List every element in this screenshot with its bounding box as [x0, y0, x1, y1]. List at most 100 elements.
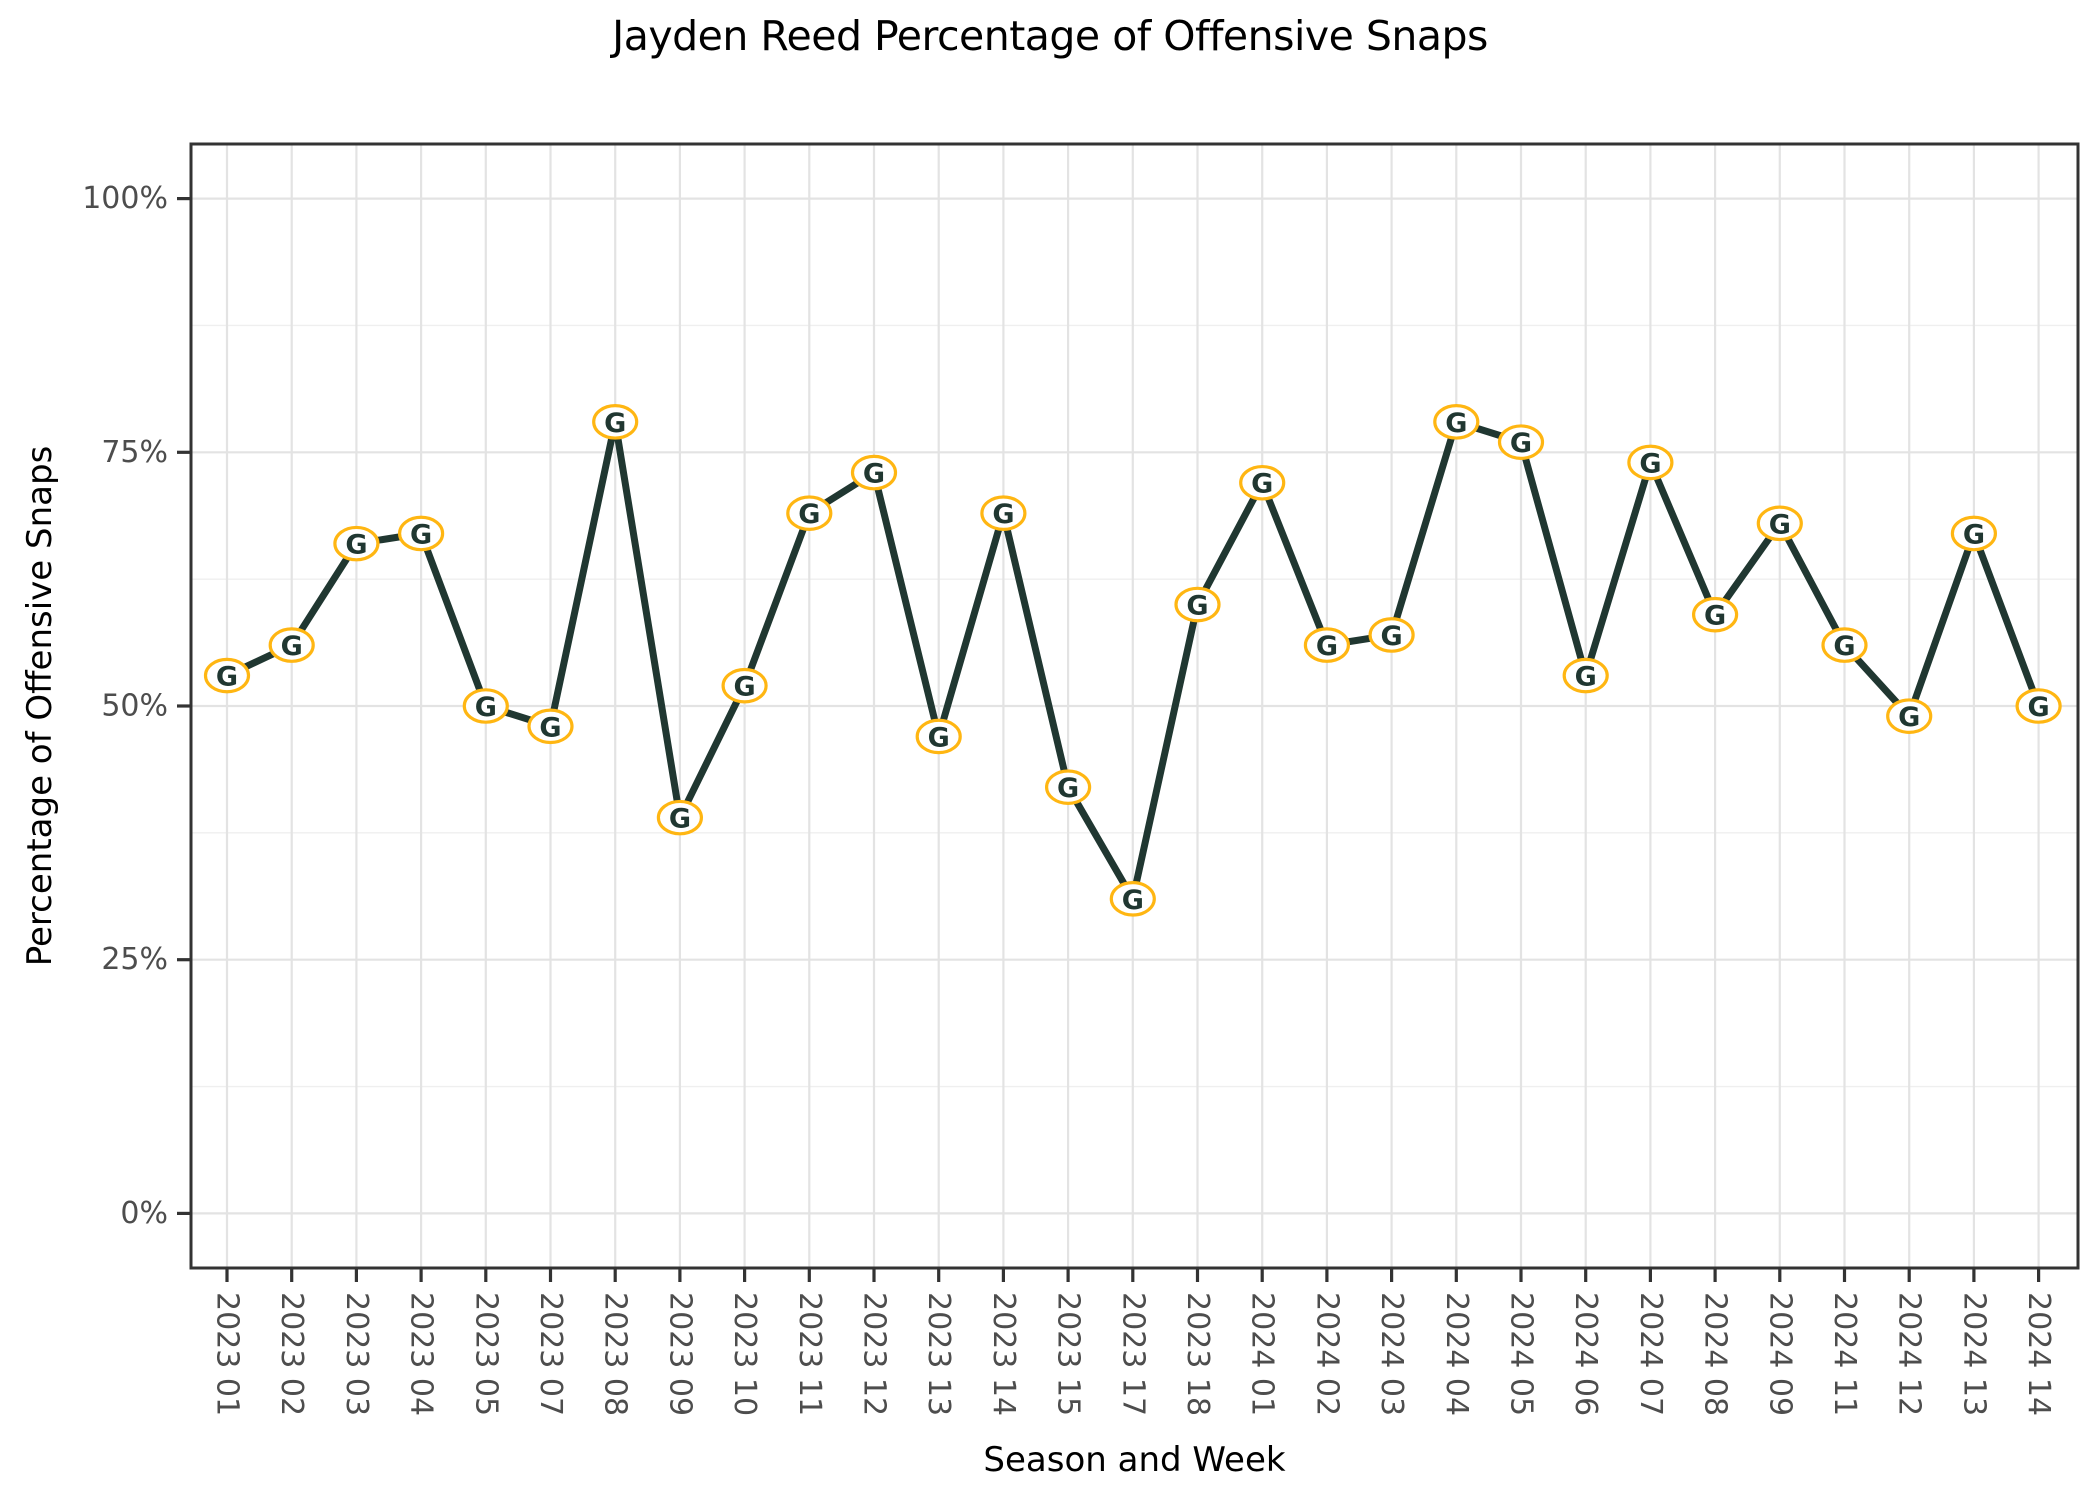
packers-logo-oval [462, 688, 509, 724]
packers-logo-oval [1239, 464, 1286, 501]
data-point-marker: G [915, 718, 962, 755]
data-point-marker: G [2015, 688, 2062, 724]
packers-logo-oval [850, 454, 898, 491]
x-tick-label: 2023 05 [468, 1292, 503, 1416]
x-tick-label: 2024 09 [1762, 1292, 1797, 1416]
packers-logo-oval [1044, 769, 1092, 805]
x-tick-label: 2024 12 [1892, 1292, 1927, 1416]
y-axis-title: Percentage of Offensive Snaps [20, 446, 60, 967]
data-point-marker: G [268, 627, 315, 663]
x-tick-label: 2023 08 [598, 1292, 633, 1416]
data-point-marker: G [203, 657, 251, 694]
packers-g-letter: G [1704, 601, 1726, 632]
packers-g-letter: G [475, 692, 497, 723]
packers-logo-oval [2015, 688, 2062, 724]
x-tick-label: 2023 12 [857, 1292, 892, 1416]
data-point-marker: G [462, 688, 509, 724]
packers-logo-oval [1627, 444, 1674, 481]
packers-logo-oval [915, 718, 962, 755]
x-tick-label: 2024 14 [2021, 1292, 2056, 1416]
packers-logo-oval [1497, 424, 1545, 460]
y-tick-label: 100% [82, 181, 168, 216]
packers-logo-oval [1756, 505, 1803, 542]
y-tick-label: 0% [120, 1196, 168, 1231]
packers-g-letter: G [1251, 469, 1273, 500]
packers-logo-oval [980, 495, 1027, 531]
packers-logo-oval [721, 667, 768, 704]
data-point-marker: G [1950, 515, 1998, 552]
data-point-marker: G [527, 708, 574, 745]
packers-logo-oval [398, 515, 445, 552]
x-tick-label: 2023 04 [404, 1292, 439, 1416]
x-tick-label: 2023 07 [533, 1292, 568, 1416]
packers-g-letter: G [1898, 702, 1920, 733]
y-tick-labels: 0% 25% 50% 75% 100% [82, 181, 168, 1231]
packers-g-letter: G [216, 662, 238, 693]
data-point-marker: G [1497, 424, 1545, 460]
data-point-marker: G [333, 525, 380, 562]
packers-g-letter: G [1186, 591, 1208, 622]
packers-g-letter: G [1963, 519, 1985, 550]
packers-logo-oval [527, 708, 574, 745]
y-tick-label: 75% [101, 435, 168, 470]
chart-title: Jayden Reed Percentage of Offensive Snap… [612, 12, 1488, 60]
data-point-marker: G [1821, 627, 1868, 663]
packers-logo-oval [786, 495, 833, 531]
packers-logo-oval [268, 627, 315, 663]
packers-logo-oval [203, 657, 251, 694]
data-point-marker: G [1303, 627, 1351, 663]
data-point-marker: G [398, 515, 445, 552]
x-tick-label: 2024 08 [1698, 1292, 1733, 1416]
packers-g-letter: G [1445, 408, 1467, 439]
x-axis-title: Season and Week [983, 1440, 1285, 1480]
data-point-markers: G G G G G G G G G G G G G G G G G G G G G G G G G G G G G [203, 404, 2062, 917]
packers-g-letter: G [734, 672, 756, 703]
data-point-marker: G [1109, 881, 1156, 917]
data-point-marker: G [1691, 596, 1739, 633]
packers-logo-oval [1368, 617, 1415, 653]
x-tick-label: 2024 01 [1245, 1292, 1280, 1416]
data-point-marker: G [1368, 617, 1415, 653]
packers-g-letter: G [1575, 662, 1597, 693]
data-point-marker: G [656, 799, 704, 836]
major-horizontal-gridlines [191, 197, 2078, 1215]
packers-g-letter: G [1057, 773, 1079, 804]
x-tick-label: 2024 07 [1633, 1292, 1668, 1416]
packers-g-letter: G [1769, 509, 1791, 540]
data-point-marker: G [980, 495, 1027, 531]
x-tick-label: 2023 14 [986, 1292, 1021, 1416]
x-tick-label: 2023 11 [792, 1292, 827, 1416]
packers-g-letter: G [669, 804, 691, 835]
packers-g-letter: G [410, 519, 432, 550]
minor-gridlines [191, 324, 2078, 1088]
packers-logo-oval [1950, 515, 1998, 552]
data-point-marker: G [1562, 657, 1609, 694]
x-tick-label: 2024 11 [1827, 1292, 1862, 1416]
x-tick-label: 2023 13 [921, 1292, 956, 1416]
data-point-marker: G [786, 495, 833, 531]
packers-logo-oval [1821, 627, 1868, 663]
packers-g-letter: G [1639, 448, 1661, 479]
packers-g-letter: G [2028, 692, 2050, 723]
packers-logo-oval [1433, 404, 1480, 440]
x-tick-label: 2023 01 [210, 1292, 245, 1416]
packers-g-letter: G [604, 408, 626, 439]
packers-g-letter: G [539, 712, 561, 743]
x-tick-label: 2023 15 [1051, 1292, 1086, 1416]
data-point-marker: G [1756, 505, 1803, 542]
x-tick-label: 2023 17 [1115, 1292, 1150, 1416]
y-tick-label: 50% [101, 689, 168, 724]
packers-g-letter: G [281, 631, 303, 662]
data-point-marker: G [1044, 769, 1092, 805]
packers-logo-oval [1303, 627, 1351, 663]
packers-g-letter: G [1316, 631, 1338, 662]
x-tick-label: 2023 18 [1180, 1292, 1215, 1416]
packers-g-letter: G [992, 499, 1014, 530]
packers-logo-oval [1109, 881, 1156, 917]
x-tick-label: 2023 03 [339, 1292, 374, 1416]
y-tick-label: 25% [101, 942, 168, 977]
data-point-marker: G [1886, 698, 1933, 734]
x-tick-label: 2023 10 [727, 1292, 762, 1416]
